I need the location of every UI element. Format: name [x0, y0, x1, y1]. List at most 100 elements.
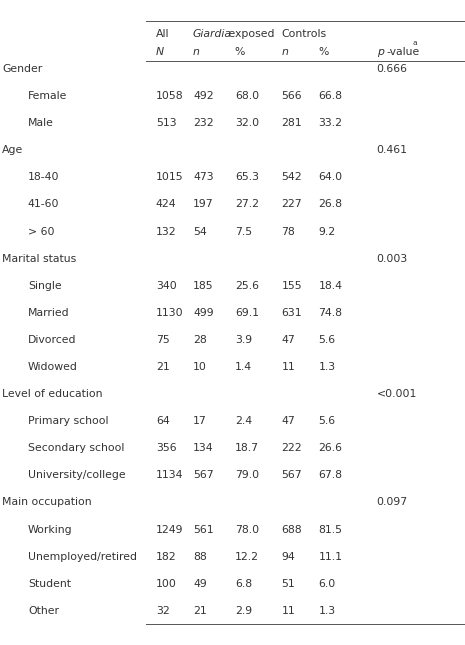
Text: 132: 132	[156, 226, 176, 237]
Text: 32.0: 32.0	[235, 118, 259, 128]
Text: 65.3: 65.3	[235, 172, 259, 183]
Text: Female: Female	[28, 91, 67, 101]
Text: 41-60: 41-60	[28, 199, 60, 210]
Text: n: n	[281, 46, 288, 57]
Text: 88: 88	[193, 551, 207, 562]
Text: 281: 281	[281, 118, 302, 128]
Text: 631: 631	[281, 308, 302, 318]
Text: 185: 185	[193, 281, 213, 291]
Text: 78: 78	[281, 226, 295, 237]
Text: Other: Other	[28, 606, 59, 616]
Text: 25.6: 25.6	[235, 281, 259, 291]
Text: 0.097: 0.097	[377, 497, 408, 508]
Text: 1058: 1058	[156, 91, 183, 101]
Text: > 60: > 60	[28, 226, 54, 237]
Text: 67.8: 67.8	[319, 470, 343, 481]
Text: Level of education: Level of education	[2, 389, 103, 399]
Text: 566: 566	[281, 91, 302, 101]
Text: 688: 688	[281, 524, 302, 535]
Text: 227: 227	[281, 199, 302, 210]
Text: Single: Single	[28, 281, 61, 291]
Text: 33.2: 33.2	[319, 118, 343, 128]
Text: Divorced: Divorced	[28, 335, 76, 345]
Text: 542: 542	[281, 172, 302, 183]
Text: 47: 47	[281, 335, 295, 345]
Text: 3.9: 3.9	[235, 335, 252, 345]
Text: 32: 32	[156, 606, 170, 616]
Text: 2.9: 2.9	[235, 606, 252, 616]
Text: 1.3: 1.3	[319, 362, 336, 372]
Text: 26.6: 26.6	[319, 443, 343, 453]
Text: 155: 155	[281, 281, 302, 291]
Text: 7.5: 7.5	[235, 226, 252, 237]
Text: 134: 134	[193, 443, 213, 453]
Text: Gender: Gender	[2, 64, 43, 74]
Text: Marital status: Marital status	[2, 253, 77, 264]
Text: Secondary school: Secondary school	[28, 443, 124, 453]
Text: exposed: exposed	[225, 29, 274, 39]
Text: All: All	[156, 29, 169, 39]
Text: Male: Male	[28, 118, 54, 128]
Text: 6.0: 6.0	[319, 579, 336, 589]
Text: 182: 182	[156, 551, 176, 562]
Text: Working: Working	[28, 524, 73, 535]
Text: <0.001: <0.001	[377, 389, 417, 399]
Text: Giardia: Giardia	[193, 29, 232, 39]
Text: 0.003: 0.003	[377, 253, 408, 264]
Text: 356: 356	[156, 443, 176, 453]
Text: 100: 100	[156, 579, 177, 589]
Text: 75: 75	[156, 335, 170, 345]
Text: 424: 424	[156, 199, 176, 210]
Text: Widowed: Widowed	[28, 362, 78, 372]
Text: 64: 64	[156, 416, 170, 426]
Text: p: p	[377, 46, 384, 57]
Text: 18.4: 18.4	[319, 281, 343, 291]
Text: n: n	[193, 46, 200, 57]
Text: Primary school: Primary school	[28, 416, 108, 426]
Text: Age: Age	[2, 145, 24, 155]
Text: 1130: 1130	[156, 308, 183, 318]
Text: %: %	[319, 46, 329, 57]
Text: Controls: Controls	[281, 29, 326, 39]
Text: 74.8: 74.8	[319, 308, 343, 318]
Text: 11.1: 11.1	[319, 551, 343, 562]
Text: 6.8: 6.8	[235, 579, 252, 589]
Text: 473: 473	[193, 172, 213, 183]
Text: 9.2: 9.2	[319, 226, 336, 237]
Text: 47: 47	[281, 416, 295, 426]
Text: 68.0: 68.0	[235, 91, 259, 101]
Text: 499: 499	[193, 308, 213, 318]
Text: 567: 567	[281, 470, 302, 481]
Text: 0.461: 0.461	[377, 145, 408, 155]
Text: 222: 222	[281, 443, 302, 453]
Text: 1249: 1249	[156, 524, 183, 535]
Text: Unemployed/retired: Unemployed/retired	[28, 551, 137, 562]
Text: 197: 197	[193, 199, 213, 210]
Text: 94: 94	[281, 551, 295, 562]
Text: 5.6: 5.6	[319, 335, 336, 345]
Text: 49: 49	[193, 579, 207, 589]
Text: Married: Married	[28, 308, 70, 318]
Text: 12.2: 12.2	[235, 551, 259, 562]
Text: 78.0: 78.0	[235, 524, 259, 535]
Text: 1.4: 1.4	[235, 362, 252, 372]
Text: 18-40: 18-40	[28, 172, 60, 183]
Text: %: %	[235, 46, 245, 57]
Text: 492: 492	[193, 91, 213, 101]
Text: 10: 10	[193, 362, 207, 372]
Text: 1.3: 1.3	[319, 606, 336, 616]
Text: 5.6: 5.6	[319, 416, 336, 426]
Text: 11: 11	[281, 362, 295, 372]
Text: 340: 340	[156, 281, 177, 291]
Text: 11: 11	[281, 606, 295, 616]
Text: 567: 567	[193, 470, 213, 481]
Text: 28: 28	[193, 335, 207, 345]
Text: 81.5: 81.5	[319, 524, 343, 535]
Text: 21: 21	[193, 606, 207, 616]
Text: 26.8: 26.8	[319, 199, 343, 210]
Text: 66.8: 66.8	[319, 91, 343, 101]
Text: 513: 513	[156, 118, 176, 128]
Text: N: N	[156, 46, 164, 57]
Text: 17: 17	[193, 416, 207, 426]
Text: -value: -value	[387, 46, 420, 57]
